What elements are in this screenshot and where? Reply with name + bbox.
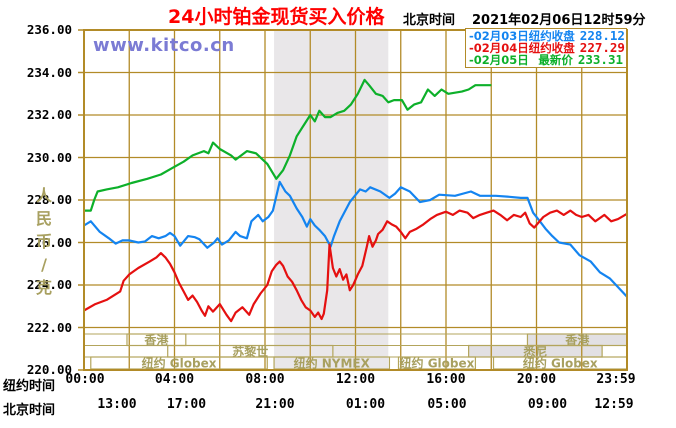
x-tick-label: 17:00 — [166, 397, 207, 412]
legend-series-value: 227.29 — [579, 40, 625, 55]
chart-title: 24小时铂金现货买入价格 — [168, 6, 385, 28]
legend-series-name: 02月05日 — [473, 53, 529, 67]
x-tick-label: 20:00 — [516, 372, 557, 387]
price-line-02月05日 — [84, 78, 492, 212]
x-tick-label: 08:00 — [245, 372, 285, 387]
x-tick-label: 04:00 — [154, 372, 195, 387]
legend-series-label: 纽约收盘 — [528, 41, 575, 55]
legend-line-marker: - — [469, 29, 474, 43]
x-tick-label: 21:00 — [255, 397, 295, 412]
x-tick-label: 13:00 — [97, 397, 137, 412]
legend-line-marker: - — [469, 41, 474, 55]
legend-series-label: 最新价 — [538, 53, 573, 67]
y-tick-label: 236.00 — [26, 22, 72, 37]
legend-series-value: 228.12 — [579, 28, 625, 43]
legend-series-name: 02月03日 — [473, 29, 529, 43]
y-axis-unit-char: 人 — [35, 186, 52, 205]
session-label: 香港 — [564, 332, 590, 347]
session-bar-fill — [527, 334, 627, 346]
legend-series-value: 233.31 — [577, 52, 623, 67]
x-tick-label: 12:00 — [335, 372, 376, 387]
session-label: 悉尼 — [522, 344, 547, 359]
session-bar-fills — [468, 334, 627, 357]
y-axis-unit-char: 币 — [35, 232, 52, 251]
legend-series-label: 纽约收盘 — [528, 29, 575, 43]
legend-box: -02月03日 纽约收盘 228.12 -02月04日 纽约收盘 227.29 … — [465, 28, 627, 68]
legend-series-name: 02月04日 — [473, 41, 529, 55]
x-tick-label: 09:00 — [527, 397, 568, 412]
beijing-time-axis-name: 北京时间 — [3, 403, 56, 418]
x-tick-label: 01:00 — [345, 397, 386, 412]
grid-lines — [78, 29, 627, 371]
y-axis-unit-char: 民 — [35, 209, 52, 228]
y-tick-label: 220.00 — [26, 362, 72, 377]
x-tick-label: 23:59 — [596, 372, 636, 387]
session-label: 纽约 Globex — [523, 356, 598, 371]
session-label: 苏黎世 — [232, 344, 268, 359]
beijing-time-label: 北京时间 — [403, 13, 456, 28]
kitco-watermark: www.kitco.cn — [93, 35, 235, 56]
plot-frame — [83, 29, 628, 371]
price-lines — [83, 78, 628, 323]
y-axis-unit-char: / — [41, 255, 47, 274]
y-axis-unit-label: 人民币 / 克 — [32, 184, 56, 299]
y-tick-label: 234.00 — [26, 64, 72, 80]
x-tick-label: 16:00 — [426, 372, 466, 387]
y-tick-label: 232.00 — [26, 107, 72, 122]
session-label: 纽约 Globex — [400, 356, 475, 371]
session-label: 香港 — [143, 332, 169, 347]
legend-row-feb04: -02月04日 纽约收盘 227.29 — [469, 40, 625, 55]
y-tick-label: 226.00 — [26, 234, 72, 250]
legend-row-feb05: -02月05日 最新价 233.31 — [469, 52, 623, 67]
session-label: 纽约 NYMEX — [294, 356, 371, 371]
legend-row-feb03: -02月03日 纽约收盘 228.12 — [469, 28, 625, 43]
beijing-time-value: 2021年02月06日12时59分 — [472, 13, 646, 28]
x-tick-label: 12:59 — [594, 397, 634, 412]
y-axis-unit-char: 克 — [35, 278, 52, 297]
y-tick-label: 228.00 — [26, 192, 72, 207]
price-line-02月03日 — [83, 180, 628, 298]
session-label: 纽约 Globex — [142, 356, 217, 371]
legend-line-marker: - — [469, 53, 474, 67]
price-line-02月04日 — [83, 209, 628, 323]
newyork-time-axis-name: 纽约时间 — [3, 379, 56, 394]
session-bar-fill — [468, 345, 603, 357]
x-tick-label: 00:00 — [65, 372, 105, 387]
y-tick-label: 222.00 — [26, 319, 72, 335]
y-tick-label: 230.00 — [26, 149, 72, 165]
session-bar — [126, 333, 187, 347]
y-tick-label: 224.00 — [26, 277, 72, 292]
frame-rect — [83, 29, 628, 371]
x-tick-label: 05:00 — [427, 397, 467, 412]
